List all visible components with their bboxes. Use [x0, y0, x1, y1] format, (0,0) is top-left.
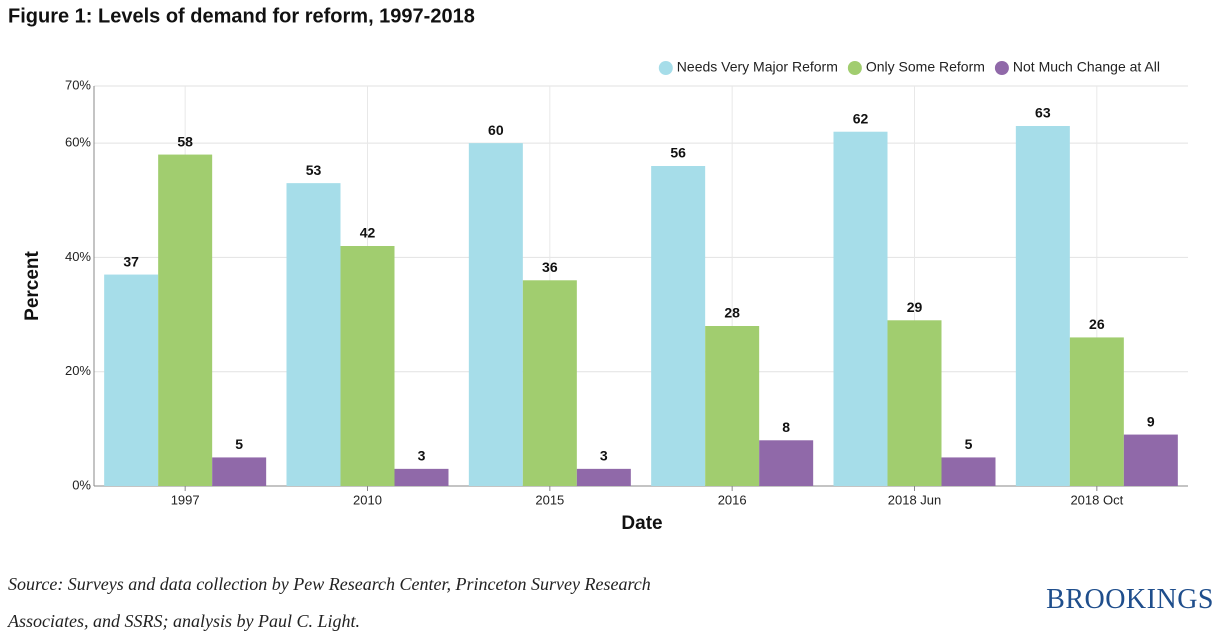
- value-label: 56: [670, 145, 686, 161]
- bar: [340, 246, 395, 486]
- x-tick-label: 2010: [353, 492, 382, 507]
- x-axis-title: Date: [621, 513, 662, 534]
- bar: [522, 280, 577, 486]
- value-label: 26: [1089, 316, 1105, 332]
- value-label: 53: [306, 162, 322, 178]
- bar: [158, 154, 213, 487]
- value-label: 63: [1035, 105, 1051, 121]
- bar: [394, 468, 449, 486]
- y-tick-label: 70%: [65, 77, 91, 92]
- legend-swatch: [994, 61, 1009, 75]
- y-axis-title: Percent: [22, 250, 43, 320]
- value-label: 5: [965, 436, 973, 452]
- value-label: 42: [360, 225, 376, 241]
- y-tick-label: 20%: [65, 363, 91, 378]
- bar: [705, 326, 760, 486]
- bar: [468, 143, 523, 486]
- x-tick-label: 1997: [171, 492, 200, 507]
- value-label: 3: [600, 448, 608, 464]
- value-label: 58: [177, 133, 193, 149]
- x-tick-label: 2018 Oct: [1070, 492, 1123, 507]
- bar: [104, 274, 159, 486]
- value-label: 8: [782, 419, 790, 435]
- bar: [1123, 434, 1178, 486]
- bar: [651, 166, 706, 486]
- value-label: 5: [235, 436, 243, 452]
- y-tick-label: 60%: [65, 135, 91, 150]
- legend-label: Needs Very Major Reform: [677, 59, 838, 75]
- legend-swatch: [847, 61, 862, 75]
- bar: [576, 468, 631, 486]
- bar: [759, 440, 814, 486]
- x-tick-label: 2016: [718, 492, 747, 507]
- bar: [833, 131, 888, 486]
- source-note: Source: Surveys and data collection by P…: [8, 574, 651, 631]
- y-tick-label: 40%: [65, 249, 91, 264]
- legend-label: Only Some Reform: [866, 59, 985, 75]
- y-tick-label: 0%: [72, 477, 91, 492]
- bar: [887, 320, 942, 486]
- x-tick-label: 2018 Jun: [888, 492, 942, 507]
- value-label: 36: [542, 259, 558, 275]
- value-label: 29: [907, 299, 923, 315]
- chart: Figure 1: Levels of demand for reform, 1…: [8, 5, 1188, 534]
- value-label: 28: [724, 305, 740, 321]
- value-label: 62: [853, 110, 869, 126]
- legend-label: Not Much Change at All: [1013, 59, 1160, 75]
- x-tick-label: 2015: [535, 492, 564, 507]
- chart-title: Figure 1: Levels of demand for reform, 1…: [8, 5, 475, 27]
- value-label: 9: [1147, 413, 1155, 429]
- value-label: 60: [488, 122, 504, 138]
- logo: BROOKINGS: [1046, 584, 1214, 615]
- value-label: 37: [123, 253, 139, 269]
- bar: [941, 457, 996, 486]
- bar: [212, 457, 267, 486]
- bar: [1015, 126, 1070, 486]
- value-label: 3: [418, 448, 426, 464]
- bar: [286, 183, 341, 486]
- bar: [1069, 337, 1124, 486]
- legend-swatch: [658, 61, 673, 75]
